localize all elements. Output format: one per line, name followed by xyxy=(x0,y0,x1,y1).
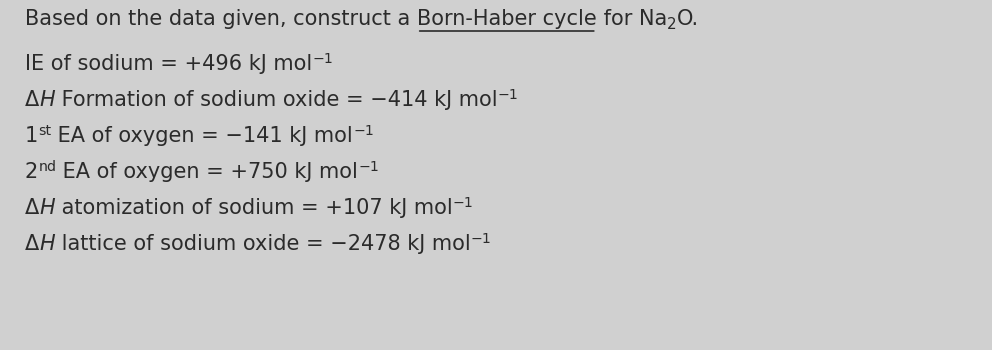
Text: Δ: Δ xyxy=(25,198,40,218)
Text: Based on the data given, construct a: Based on the data given, construct a xyxy=(25,9,417,29)
Text: 2: 2 xyxy=(667,17,677,32)
Text: Δ: Δ xyxy=(25,234,40,254)
Text: −1: −1 xyxy=(452,196,473,210)
Text: nd: nd xyxy=(39,160,57,174)
Text: lattice of sodium oxide = −2478 kJ mol: lattice of sodium oxide = −2478 kJ mol xyxy=(55,234,471,254)
Text: atomization of sodium = +107 kJ mol: atomization of sodium = +107 kJ mol xyxy=(55,198,452,218)
Text: H: H xyxy=(40,90,55,110)
Text: IE of sodium = +496 kJ mol: IE of sodium = +496 kJ mol xyxy=(25,54,312,74)
Text: Born-Haber cycle: Born-Haber cycle xyxy=(417,9,596,29)
Text: EA of oxygen = −141 kJ mol: EA of oxygen = −141 kJ mol xyxy=(52,126,353,146)
Text: st: st xyxy=(39,124,52,138)
Text: O.: O. xyxy=(677,9,698,29)
Text: −1: −1 xyxy=(353,124,374,138)
Text: H: H xyxy=(40,198,55,218)
Text: Δ: Δ xyxy=(25,90,40,110)
Text: −1: −1 xyxy=(358,160,379,174)
Text: EA of oxygen = +750 kJ mol: EA of oxygen = +750 kJ mol xyxy=(57,162,358,182)
Text: −1: −1 xyxy=(471,232,491,246)
Text: 1: 1 xyxy=(25,126,39,146)
Text: 2: 2 xyxy=(25,162,39,182)
Text: for Na: for Na xyxy=(596,9,667,29)
Text: −1: −1 xyxy=(498,88,519,102)
Text: H: H xyxy=(40,234,55,254)
Text: −1: −1 xyxy=(312,52,333,66)
Text: Formation of sodium oxide = −414 kJ mol: Formation of sodium oxide = −414 kJ mol xyxy=(55,90,498,110)
